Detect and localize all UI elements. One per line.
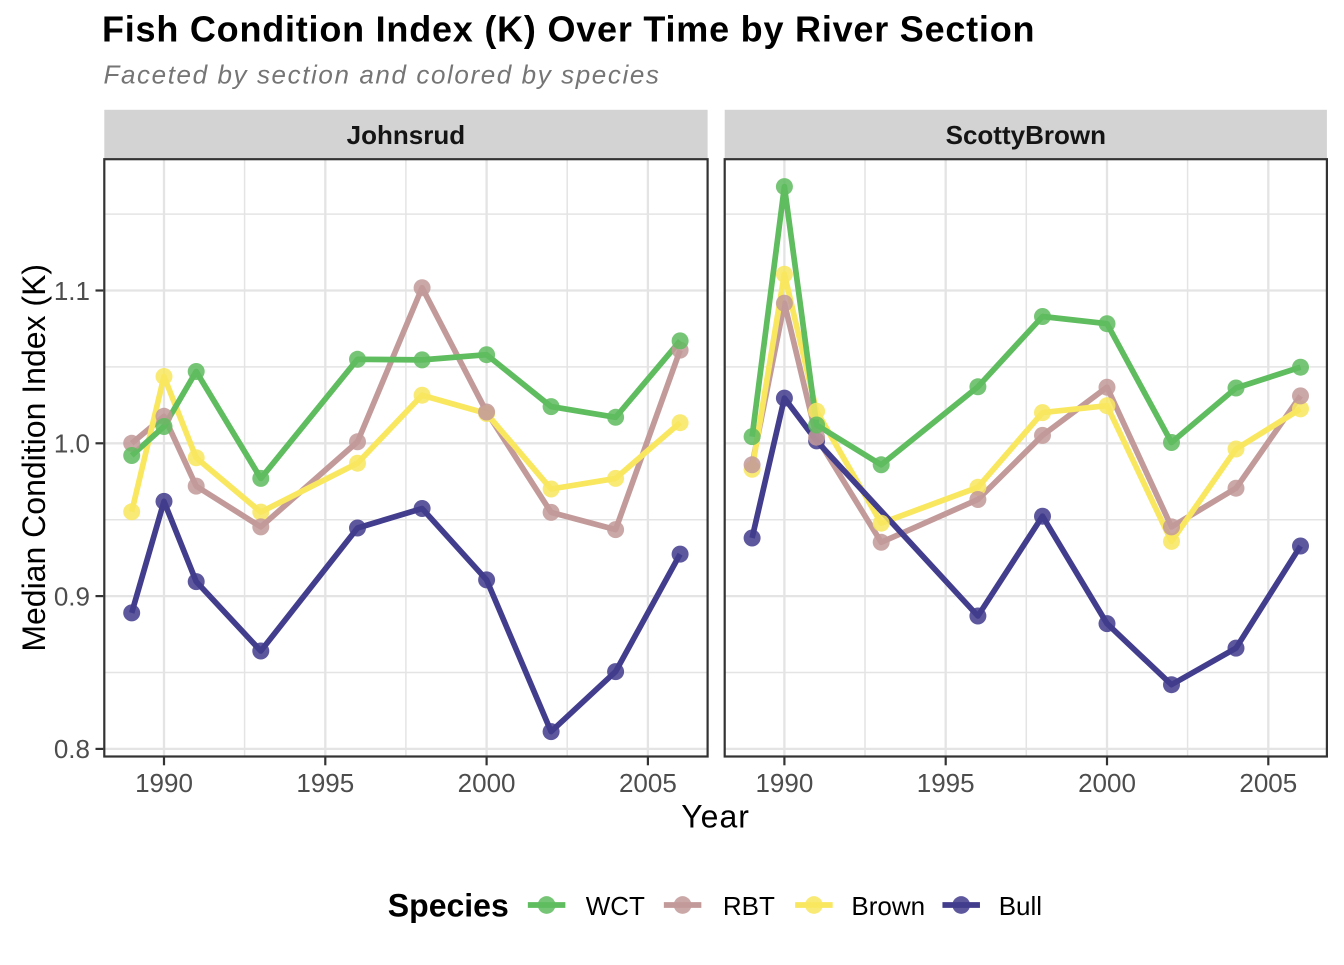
svg-text:RBT: RBT	[723, 891, 775, 921]
svg-text:2005: 2005	[1239, 768, 1297, 798]
svg-text:1.1: 1.1	[54, 276, 90, 306]
svg-text:Year: Year	[681, 799, 750, 835]
svg-text:Johnsrud: Johnsrud	[347, 120, 465, 150]
svg-text:1990: 1990	[755, 768, 813, 798]
svg-text:Bull: Bull	[999, 891, 1042, 921]
svg-text:2000: 2000	[1078, 768, 1136, 798]
svg-text:WCT: WCT	[586, 891, 645, 921]
svg-text:Species: Species	[388, 887, 509, 923]
svg-text:1995: 1995	[296, 768, 354, 798]
svg-text:2000: 2000	[458, 768, 516, 798]
svg-text:Faceted by section and colored: Faceted by section and colored by specie…	[104, 60, 661, 90]
svg-text:Median Condition Index (K): Median Condition Index (K)	[16, 264, 52, 652]
svg-text:0.8: 0.8	[54, 734, 90, 764]
svg-text:1995: 1995	[917, 768, 975, 798]
svg-text:ScottyBrown: ScottyBrown	[946, 120, 1106, 150]
svg-text:Fish Condition Index (K) Over: Fish Condition Index (K) Over Time by Ri…	[102, 9, 1035, 50]
svg-text:1990: 1990	[135, 768, 193, 798]
svg-text:Brown: Brown	[851, 891, 925, 921]
svg-text:0.9: 0.9	[54, 581, 90, 611]
svg-text:1.0: 1.0	[54, 429, 90, 459]
svg-text:2005: 2005	[619, 768, 677, 798]
